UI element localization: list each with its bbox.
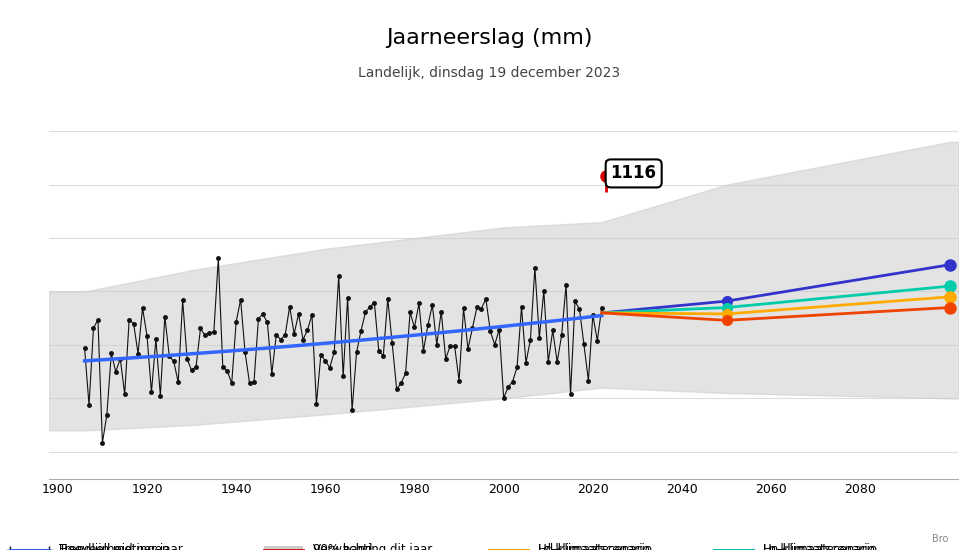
Text: Jaarneerslag (mm): Jaarneerslag (mm) xyxy=(385,28,592,47)
Text: Verwachting dit jaar: Verwachting dit jaar xyxy=(313,543,432,550)
Text: Ld-klimaatscenario: Ld-klimaatscenario xyxy=(537,543,650,550)
Text: Trendlijn metingen: Trendlijn metingen xyxy=(59,543,169,550)
Text: 90% band: 90% band xyxy=(313,543,372,550)
Text: Hoeveelheid per jaar: Hoeveelheid per jaar xyxy=(59,543,183,550)
Text: 1116: 1116 xyxy=(610,164,656,183)
Text: Hn-klimaatscenario: Hn-klimaatscenario xyxy=(762,543,877,550)
Text: Hd-klimaatscenario: Hd-klimaatscenario xyxy=(537,543,653,550)
Text: Ln-klimaatscenario: Ln-klimaatscenario xyxy=(762,543,874,550)
FancyBboxPatch shape xyxy=(264,546,303,550)
Text: Landelijk, dinsdag 19 december 2023: Landelijk, dinsdag 19 december 2023 xyxy=(358,66,619,80)
Text: Bro: Bro xyxy=(931,535,948,544)
